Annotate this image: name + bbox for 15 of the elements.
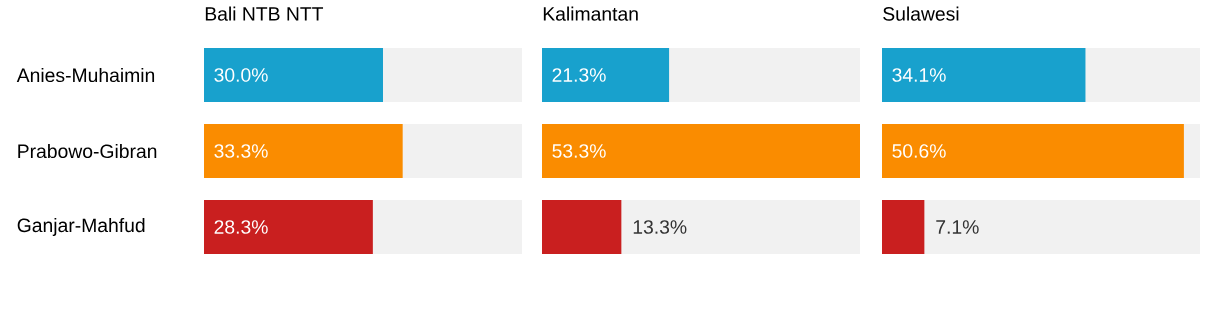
chart-title: Bali NTB NTT [205, 6, 324, 21]
chart-title: Sulawesi [883, 6, 959, 21]
data-label: 53.3% [552, 144, 606, 158]
y-tick-label: Ganjar-Mahfud [17, 217, 145, 237]
data-label: 28.3% [214, 220, 268, 234]
y-tick-label: Anies-Muhaimin [16, 67, 155, 83]
chart-title: Kalimantan [543, 6, 638, 21]
data-label: 13.3% [633, 220, 687, 234]
data-label: 50.6% [892, 144, 946, 158]
data-label: 21.3% [552, 68, 606, 82]
data-label: 30.0% [214, 68, 268, 82]
data-label: 34.1% [892, 68, 946, 82]
data-label: 33.3% [214, 144, 268, 158]
data-label: 7.1% [936, 220, 979, 234]
y-tick-label: Prabowo-Gibran [18, 143, 157, 159]
